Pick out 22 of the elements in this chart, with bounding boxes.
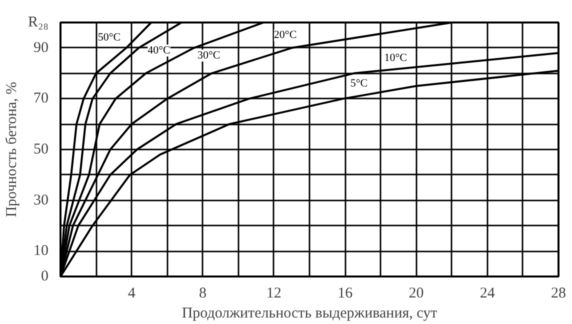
series-label: 50°C bbox=[98, 32, 121, 44]
x-tick-label: 28 bbox=[551, 286, 566, 302]
x-tick-label: 4 bbox=[128, 286, 136, 302]
x-tick-label: 12 bbox=[266, 286, 282, 302]
y-tick-label: R₂₈ bbox=[28, 14, 49, 30]
x-tick-label: 8 bbox=[199, 286, 207, 302]
y-tick-label: 50 bbox=[34, 142, 48, 158]
y-tick-label: 70 bbox=[34, 90, 48, 107]
series-label: 5°C bbox=[350, 77, 368, 90]
series-label: 10°C bbox=[384, 52, 407, 64]
x-axis-title: Продолжительность выдерживания, сут bbox=[182, 306, 438, 322]
x-tick-label: 24 bbox=[480, 286, 496, 302]
y-tick-label: 10 bbox=[34, 243, 48, 260]
y-tick-label: 90 bbox=[34, 40, 48, 56]
series-label: 20°C bbox=[274, 29, 297, 42]
x-tick-label: 20 bbox=[408, 286, 424, 302]
series-label: 30°C bbox=[197, 50, 220, 62]
y-tick-label: 0 bbox=[41, 268, 48, 284]
y-axis-title: Прочность бетона, % bbox=[4, 82, 20, 218]
x-tick-label: 16 bbox=[338, 286, 354, 302]
series-label: 40°C bbox=[148, 44, 170, 56]
y-tick-label: 30 bbox=[34, 192, 48, 208]
